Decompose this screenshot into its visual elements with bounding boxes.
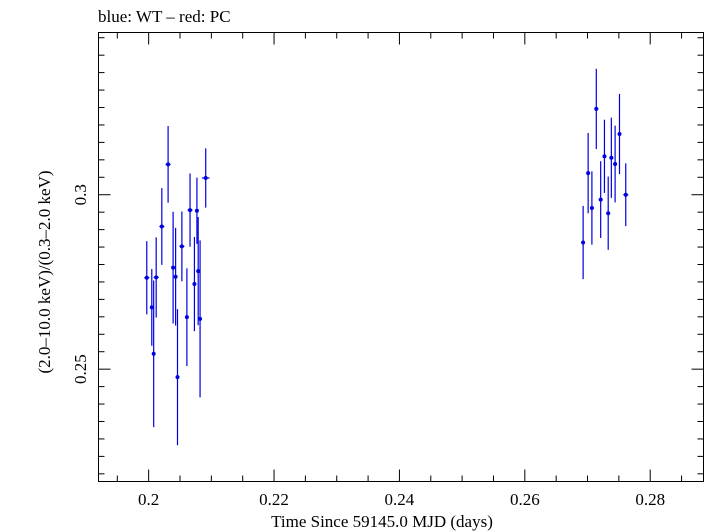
y-tick-label: 0.3 — [71, 184, 90, 205]
data-point — [149, 269, 154, 346]
data-point — [623, 163, 629, 227]
data-point — [144, 241, 150, 315]
point-marker — [173, 274, 178, 279]
data-point — [602, 119, 607, 193]
y-axis-label: (2.0–10.0 keV)/(0.3–2.0 keV) — [35, 170, 54, 373]
data-point — [201, 148, 210, 208]
x-tick-label: 0.24 — [385, 490, 415, 509]
x-tick-label: 0.26 — [510, 490, 540, 509]
data-point — [609, 117, 614, 198]
point-marker — [184, 315, 189, 320]
point-marker — [594, 106, 599, 111]
data-point — [151, 280, 156, 428]
x-axis-label: Time Since 59145.0 MJD (days) — [271, 512, 493, 531]
point-marker — [166, 162, 171, 167]
x-tick-label: 0.28 — [635, 490, 665, 509]
data-point — [598, 161, 603, 238]
point-marker — [144, 275, 149, 280]
data-point — [581, 205, 586, 280]
data-point — [586, 132, 591, 214]
point-marker — [149, 305, 154, 310]
data-point — [613, 125, 618, 203]
data-point — [594, 68, 599, 150]
data-point — [184, 268, 189, 367]
point-marker — [179, 244, 184, 249]
point-marker — [198, 316, 203, 321]
point-marker — [192, 282, 197, 287]
point-marker — [175, 375, 180, 380]
point-marker — [613, 162, 618, 167]
point-marker — [617, 132, 622, 137]
x-tick-label: 0.2 — [138, 490, 159, 509]
x-tick-label: 0.22 — [259, 490, 289, 509]
point-marker — [196, 269, 201, 274]
point-marker — [194, 208, 199, 213]
data-point — [175, 309, 180, 446]
chart-title: blue: WT – red: PC — [98, 7, 231, 26]
data-points — [144, 68, 629, 446]
data-point — [173, 227, 178, 326]
point-marker — [606, 211, 611, 216]
point-marker — [151, 351, 156, 356]
data-point — [153, 237, 159, 318]
point-marker — [623, 192, 628, 197]
data-point — [196, 217, 201, 326]
point-marker — [598, 197, 603, 202]
point-marker — [581, 240, 586, 245]
plot-frame — [98, 32, 704, 482]
point-marker — [609, 155, 614, 160]
data-point — [187, 173, 193, 247]
data-point — [198, 240, 203, 398]
data-point — [589, 171, 594, 245]
data-point — [179, 211, 185, 282]
data-point — [165, 125, 171, 203]
point-marker — [602, 154, 607, 159]
point-marker — [203, 175, 208, 180]
point-marker — [589, 205, 594, 210]
data-point — [171, 211, 176, 324]
point-marker — [586, 171, 591, 176]
y-tick-label: 0.25 — [71, 354, 90, 384]
axis-ticks: 0.2 0.22 0.24 0.26 0.28 0.25 0.3 — [71, 32, 704, 509]
data-point — [606, 176, 611, 250]
data-point — [194, 177, 199, 244]
point-marker — [188, 208, 193, 213]
point-marker — [171, 265, 176, 270]
point-marker — [159, 224, 164, 229]
data-point — [192, 236, 197, 332]
data-point — [159, 188, 165, 265]
data-point — [617, 93, 622, 175]
point-marker — [154, 275, 159, 280]
